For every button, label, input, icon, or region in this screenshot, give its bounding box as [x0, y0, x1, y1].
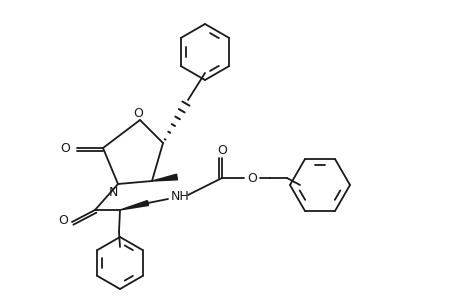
Text: O: O	[60, 142, 70, 154]
Polygon shape	[120, 201, 148, 210]
Text: O: O	[217, 143, 226, 157]
Text: O: O	[246, 172, 257, 184]
Text: N: N	[108, 185, 118, 199]
Text: O: O	[58, 214, 68, 226]
Polygon shape	[151, 174, 177, 181]
Text: O: O	[133, 106, 143, 119]
Text: NH: NH	[170, 190, 189, 203]
